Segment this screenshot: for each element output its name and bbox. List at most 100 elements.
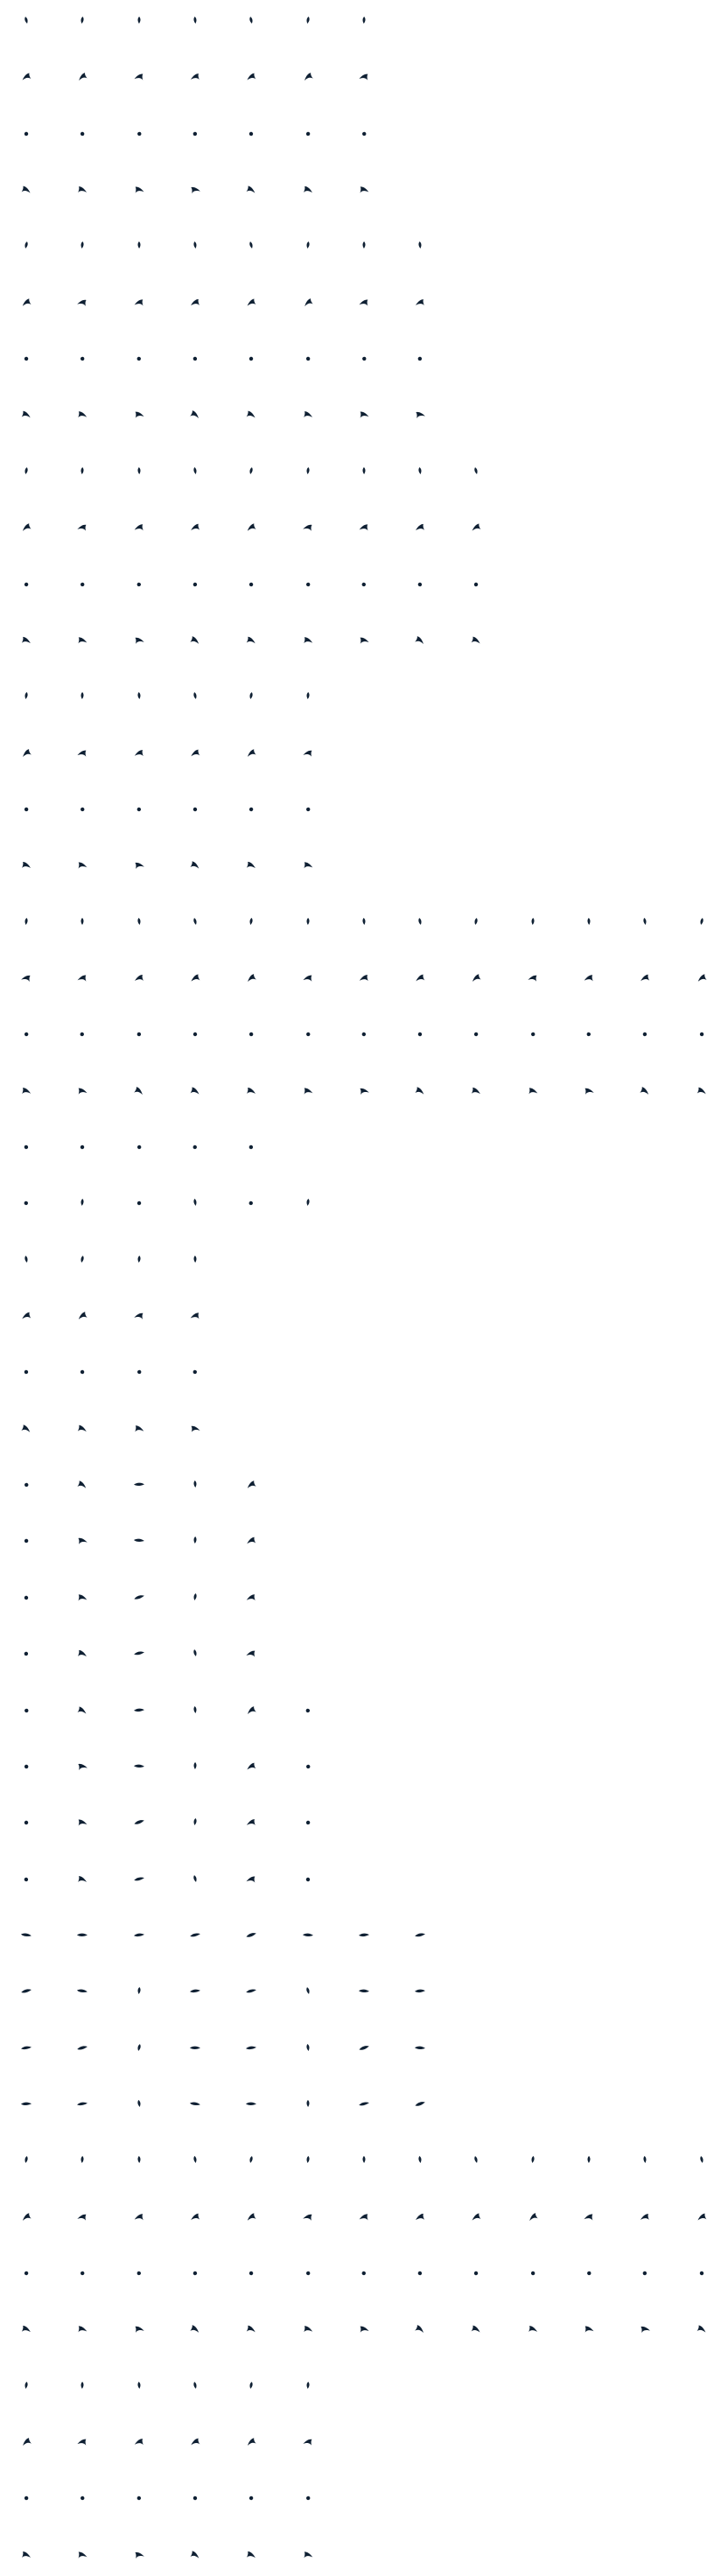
dot-icon bbox=[302, 2490, 314, 2502]
teardrop-icon bbox=[133, 2378, 145, 2390]
dot-icon bbox=[302, 1815, 314, 1827]
teardrop-icon bbox=[358, 238, 370, 250]
dash-icon bbox=[76, 2096, 88, 2109]
hook-icon bbox=[189, 295, 201, 307]
dot-icon bbox=[189, 2490, 201, 2502]
dot-icon bbox=[20, 2265, 32, 2278]
hook-icon bbox=[583, 2209, 595, 2222]
tilted-hook-icon bbox=[358, 633, 370, 645]
dot-icon bbox=[245, 1026, 257, 1039]
tilted-hook-icon bbox=[696, 1083, 708, 1096]
hook-icon bbox=[76, 746, 88, 758]
teardrop-icon bbox=[189, 1703, 201, 1715]
tilted-hook-icon bbox=[76, 1533, 88, 1545]
dot-icon bbox=[358, 351, 370, 363]
hook-icon bbox=[414, 520, 426, 532]
dot-icon bbox=[245, 1139, 257, 1152]
tilted-hook-icon bbox=[302, 407, 314, 419]
teardrop-icon bbox=[133, 464, 145, 476]
tilted-hook-icon bbox=[189, 2321, 201, 2334]
dot-icon bbox=[302, 2265, 314, 2278]
teardrop-icon bbox=[189, 1195, 201, 1208]
hook-icon bbox=[414, 295, 426, 307]
dot-icon bbox=[76, 802, 88, 814]
hook-icon bbox=[189, 2209, 201, 2222]
dash-icon bbox=[20, 2040, 32, 2053]
dot-icon bbox=[20, 1759, 32, 1771]
teardrop-icon bbox=[133, 689, 145, 701]
tilted-hook-icon bbox=[76, 1083, 88, 1096]
teardrop-icon bbox=[76, 1252, 88, 1264]
teardrop-icon bbox=[20, 2152, 32, 2165]
hook-icon bbox=[527, 970, 539, 983]
dot-icon bbox=[189, 802, 201, 814]
dot-icon bbox=[133, 1026, 145, 1039]
hook-icon bbox=[583, 970, 595, 983]
teardrop-icon bbox=[133, 2096, 145, 2109]
tilted-hook-icon bbox=[245, 633, 257, 645]
dot-icon bbox=[527, 2265, 539, 2278]
dot-icon bbox=[302, 126, 314, 138]
dot-icon bbox=[20, 1590, 32, 1602]
dot-icon bbox=[639, 2265, 651, 2278]
dot-icon bbox=[133, 2265, 145, 2278]
hook-icon bbox=[133, 746, 145, 758]
teardrop-icon bbox=[245, 689, 257, 701]
tilted-hook-icon bbox=[302, 2547, 314, 2559]
dash-icon bbox=[414, 1928, 426, 1940]
dot-icon bbox=[302, 1872, 314, 1884]
dash-icon bbox=[133, 1759, 145, 1771]
teardrop-icon bbox=[696, 2152, 708, 2165]
hook-icon bbox=[358, 69, 370, 81]
teardrop-icon bbox=[302, 2378, 314, 2390]
dot-icon bbox=[133, 1195, 145, 1208]
dot-icon bbox=[245, 1195, 257, 1208]
dot-icon bbox=[527, 1026, 539, 1039]
tilted-hook-icon bbox=[527, 1083, 539, 1096]
tilted-hook-icon bbox=[20, 2547, 32, 2559]
tilted-hook-icon bbox=[189, 858, 201, 870]
dot-icon bbox=[20, 1139, 32, 1152]
hook-icon bbox=[358, 520, 370, 532]
dash-icon bbox=[302, 1928, 314, 1940]
hook-icon bbox=[302, 2434, 314, 2446]
teardrop-icon bbox=[133, 1984, 145, 1996]
tilted-hook-icon bbox=[639, 1083, 651, 1096]
dot-icon bbox=[189, 1139, 201, 1152]
dash-icon bbox=[189, 1928, 201, 1940]
dot-icon bbox=[358, 2265, 370, 2278]
hook-icon bbox=[133, 520, 145, 532]
hook-icon bbox=[20, 520, 32, 532]
teardrop-icon bbox=[133, 238, 145, 250]
dot-icon bbox=[189, 2265, 201, 2278]
tilted-hook-icon bbox=[189, 1421, 201, 1433]
tilted-hook-icon bbox=[470, 2321, 482, 2334]
tilted-hook-icon bbox=[302, 2321, 314, 2334]
hook-icon bbox=[20, 2209, 32, 2222]
hook-icon bbox=[639, 970, 651, 983]
dot-icon bbox=[76, 2490, 88, 2502]
tilted-hook-icon bbox=[527, 2321, 539, 2334]
teardrop-icon bbox=[245, 2152, 257, 2165]
tilted-hook-icon bbox=[414, 1083, 426, 1096]
dot-icon bbox=[358, 126, 370, 138]
tilted-hook-icon bbox=[20, 1083, 32, 1096]
hook-icon bbox=[358, 970, 370, 983]
dot-icon bbox=[133, 351, 145, 363]
teardrop-icon bbox=[583, 914, 595, 927]
hook-icon bbox=[133, 2434, 145, 2446]
hook-icon bbox=[302, 520, 314, 532]
teardrop-icon bbox=[133, 13, 145, 25]
dot-icon bbox=[76, 126, 88, 138]
dot-icon bbox=[20, 1477, 32, 1489]
tilted-hook-icon bbox=[470, 633, 482, 645]
dash-icon bbox=[245, 2096, 257, 2109]
teardrop-icon bbox=[20, 13, 32, 25]
teardrop-icon bbox=[414, 238, 426, 250]
dot-icon bbox=[696, 1026, 708, 1039]
hook-icon bbox=[358, 295, 370, 307]
hook-icon bbox=[414, 970, 426, 983]
tilted-hook-icon bbox=[583, 2321, 595, 2334]
teardrop-icon bbox=[133, 1252, 145, 1264]
hook-icon bbox=[189, 1308, 201, 1320]
